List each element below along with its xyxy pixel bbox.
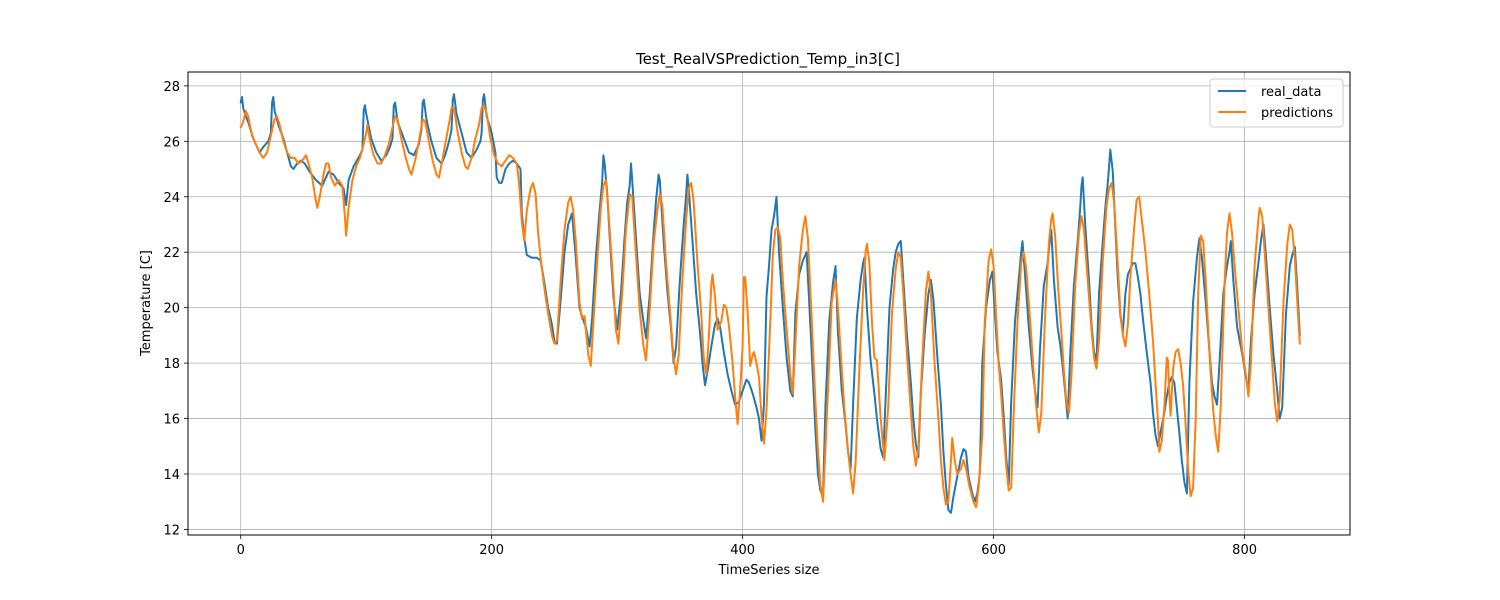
legend: real_data predictions [1209,78,1344,128]
y-tick-label: 22 [163,246,180,261]
series-layer [239,93,1301,514]
y-tick-label: 28 [163,80,180,95]
x-tick-label: 800 [1232,543,1257,558]
axis-ticks: 0 200 400 600 800 12 14 16 18 20 22 24 26 28 [163,80,1257,558]
legend-label: predictions [1261,106,1333,121]
x-tick-label: 0 [237,543,245,558]
y-tick-label: 18 [163,357,180,372]
x-tick-label: 400 [730,543,755,558]
y-tick-label: 16 [163,413,180,428]
y-tick-label: 26 [163,135,180,150]
x-axis-label: TimeSeries size [717,563,819,578]
y-axis-label: Temperature [C] [139,250,154,357]
legend-label: real_data [1261,85,1321,100]
plot-frame [187,71,1351,536]
series-line-predictions [239,104,1301,509]
y-tick-label: 24 [163,191,180,206]
x-tick-label: 200 [479,543,504,558]
y-tick-label: 14 [163,468,180,483]
chart-title: Test_RealVSPrediction_Temp_in3[C] [635,50,900,69]
y-tick-label: 20 [163,302,180,317]
series-line-real-data [239,93,1301,514]
x-tick-label: 600 [981,543,1006,558]
y-tick-label: 12 [163,523,180,538]
